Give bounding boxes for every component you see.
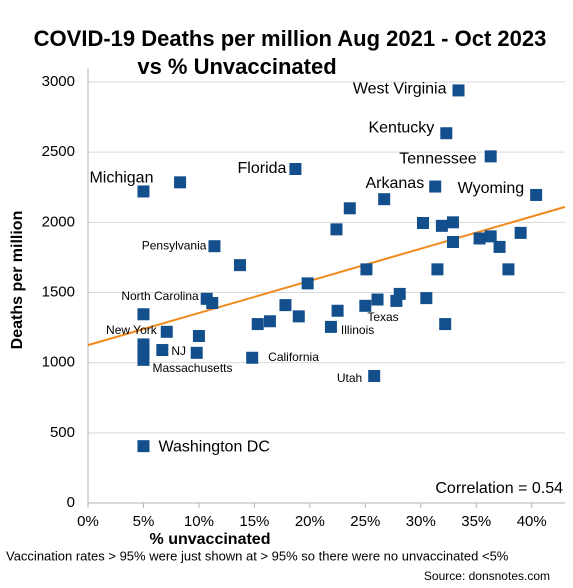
- point-label: Tennessee: [399, 151, 476, 168]
- point: [502, 263, 515, 276]
- chart-subtitle: vs % Unvaccinated: [137, 54, 336, 79]
- point: [233, 259, 246, 272]
- point: [473, 232, 486, 245]
- x-tick-label: 20%: [295, 513, 325, 530]
- point: [439, 318, 452, 331]
- point: [435, 219, 448, 232]
- point: [208, 240, 221, 253]
- y-tick-label: 0: [67, 494, 75, 511]
- point-label: California: [268, 350, 319, 364]
- y-tick-label: 3000: [42, 73, 75, 90]
- annotation: Correlation = 0.54: [435, 480, 563, 497]
- point: [446, 235, 459, 248]
- x-tick-label: 10%: [184, 513, 214, 530]
- point-label: Washington DC: [158, 438, 269, 455]
- point: [368, 369, 381, 382]
- y-tick-label: 500: [50, 424, 75, 441]
- point-label: Massachusetts: [152, 361, 232, 375]
- point: [279, 299, 292, 312]
- point-label: Illinois: [341, 323, 374, 337]
- point: [343, 202, 356, 215]
- point: [530, 188, 543, 201]
- y-tick-label: 2000: [42, 213, 75, 230]
- point-label: North Carolina: [121, 289, 199, 303]
- point: [156, 344, 169, 357]
- point: [174, 176, 187, 189]
- point: [493, 240, 506, 253]
- point: [484, 150, 497, 163]
- point-label: New York: [106, 323, 158, 337]
- x-tick-label: 0%: [77, 513, 99, 530]
- point: [137, 440, 150, 453]
- point: [206, 297, 219, 310]
- point: [331, 304, 344, 317]
- trend-line: [87, 205, 566, 347]
- point: [359, 299, 372, 312]
- point-label: Wyoming: [458, 180, 525, 197]
- point-label: Pensylvania: [142, 238, 207, 252]
- point-label: West Virginia: [353, 81, 447, 98]
- point: [390, 294, 403, 307]
- point: [301, 277, 314, 290]
- point: [417, 217, 430, 230]
- point: [246, 351, 259, 364]
- y-tick-label: 1500: [42, 283, 75, 300]
- x-tick-label: 35%: [461, 513, 491, 530]
- source: Source: donsnotes.com: [424, 569, 550, 583]
- point: [324, 320, 337, 333]
- point: [431, 263, 444, 276]
- point-label: Florida: [238, 160, 287, 177]
- chart-title: COVID-19 Deaths per million Aug 2021 - O…: [34, 26, 547, 51]
- point: [514, 226, 527, 239]
- y-tick-label: 1000: [42, 354, 75, 371]
- point: [263, 315, 276, 328]
- point-label: Texas: [367, 310, 398, 324]
- point-label: Michigan: [89, 170, 153, 187]
- point: [137, 185, 150, 198]
- point: [371, 293, 384, 306]
- point: [289, 163, 302, 176]
- point: [440, 127, 453, 140]
- point: [429, 180, 442, 193]
- point: [190, 346, 203, 359]
- point: [420, 292, 433, 305]
- point-label: Kentucky: [368, 119, 434, 136]
- x-tick-label: 5%: [133, 513, 155, 530]
- y-tick-label: 2500: [42, 143, 75, 160]
- point: [137, 308, 150, 321]
- point-label: NJ: [171, 344, 186, 358]
- x-tick-label: 15%: [239, 513, 269, 530]
- point: [452, 84, 465, 97]
- point: [137, 353, 150, 366]
- x-axis-title: % unvaccinated: [150, 531, 271, 548]
- point: [292, 310, 305, 323]
- point: [330, 223, 343, 236]
- point: [192, 330, 205, 343]
- point: [251, 318, 264, 331]
- y-axis-title: Deaths per million: [9, 211, 26, 350]
- point-label: Utah: [337, 371, 362, 385]
- point: [378, 193, 391, 206]
- x-tick-label: 25%: [350, 513, 380, 530]
- x-tick-label: 40%: [517, 513, 547, 530]
- point-label: Arkanas: [366, 175, 425, 192]
- footnote: Vaccination rates > 95% were just shown …: [6, 548, 509, 563]
- x-tick-label: 30%: [406, 513, 436, 530]
- point: [484, 230, 497, 243]
- point: [446, 216, 459, 229]
- point: [360, 263, 373, 276]
- point: [160, 325, 173, 338]
